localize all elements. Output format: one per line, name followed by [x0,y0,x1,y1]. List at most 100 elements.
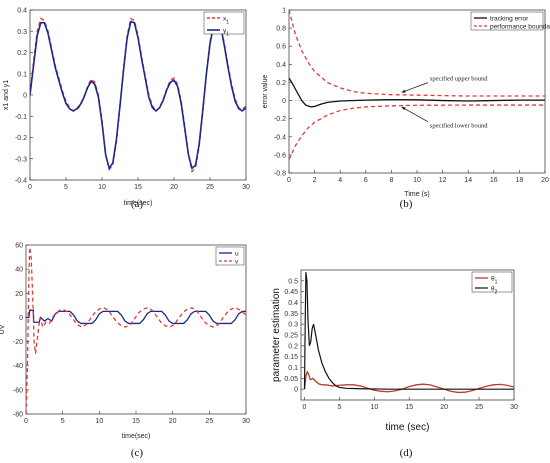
y-tick-label: -0.2 [15,135,27,142]
x-tick-label: 0 [28,184,32,191]
series-line-performance boundary [289,10,545,97]
y-tick-label: 0.5 [288,278,298,285]
y-tick-label: 0 [19,315,23,322]
series-line-tracking error [289,77,545,108]
y-tick-label: 0.8 [276,26,286,33]
x-tick-label: 4 [338,177,342,184]
chart-panel-a: 0 5 10 15 20 25 30 -0.4 -0.3 -0.2 -0.1 0 0.1 0.2 0.3 0.… [3,8,250,208]
legend-box [470,11,544,31]
y-tick-label: 0.4 [288,300,298,307]
y-tick-label: -80 [13,412,23,419]
x-tick-label: 30 [510,404,518,411]
y-tick-label: 0.3 [288,322,298,329]
series-line-boundary-lower [289,104,545,160]
legend-label: y1 [223,27,229,37]
x-tick-label: 6 [364,177,368,184]
x-tick-label: 10 [370,404,378,411]
legend-label: v [235,258,239,265]
y-tick-label: 0 [23,93,27,100]
x-axis-label: time(sec) [124,200,153,207]
x-tick-label: 25 [205,418,213,425]
annotation-label: specified lower bound [430,123,489,130]
x-tick-label: 10 [413,177,421,184]
x-tick-label: 0 [303,404,307,411]
y-tick-label: 0.2 [288,343,298,350]
annotation-arrow [401,106,428,123]
y-tick-label: 0.05 [284,376,298,383]
caption-b: (b) [400,198,413,210]
y-tick-label: 20 [15,291,23,298]
caption-c: (c) [131,447,144,459]
x-tick-label: 5 [61,418,65,425]
y-tick-label: -0.4 [274,134,286,141]
x-tick-label: 10 [98,184,106,191]
x-tick-label: 20 [170,184,178,191]
y-tick-label: 1 [282,8,286,15]
series-line-θ1 [303,370,514,394]
y-tick-label: -60 [13,387,23,394]
legend-label-sub: 1 [495,279,498,285]
y-tick-label: 0.15 [284,354,298,361]
caption-d: (d) [400,447,413,459]
annotation-arrow [401,82,428,93]
y-tick-label: -0.2 [274,116,286,123]
annotation-label: specified upper bound [430,76,489,83]
y-axis-label: error value [262,75,269,109]
legend-label: tracking error [490,15,529,22]
annotation-arrowhead [401,106,406,111]
legend-box [215,246,245,266]
legend-label: u [235,250,239,257]
series-line-v [26,247,246,414]
series-line-y1 [30,19,246,171]
x-tick-label: 18 [516,177,524,184]
chart-panel-d: 0 5 10 15 20 25 30 0 0.05 0.1 0.15 0.2 0.25 0.3 0.35 0.… [271,269,518,433]
legend: uv [215,246,245,266]
x-tick-label: 5 [64,184,68,191]
y-tick-label: -0.1 [15,114,27,121]
x-tick-label: 12 [439,177,447,184]
y-tick-label: -0.4 [15,178,27,185]
y-tick-label: 0.3 [17,29,27,36]
legend-label: performance boundary [490,23,550,30]
legend-label: θ2 [491,285,498,295]
x-tick-label: 20 [541,177,549,184]
series-line-θ2 [303,272,514,390]
legend-label: θ1 [491,275,498,285]
chart-panel-c: 0 5 10 15 20 25 30 -80 -60 -40 -20 0 20 40 60 time(sec)… [0,243,250,441]
x-tick-label: 5 [337,404,341,411]
y-tick-label: 0.1 [288,365,298,372]
legend-label-sub: 1 [226,31,229,37]
y-tick-label: 0.4 [17,8,27,15]
x-tick-label: 10 [95,418,103,425]
chart-panel-b: 0 2 4 6 8 10 12 14 16 18 20 -0.8 -0.6 -0.4 -0.2 0 0.2 0.4… [262,8,550,199]
x-tick-label: 8 [389,177,393,184]
y-axis-label: UV [0,324,6,334]
legend-label-sub: 2 [495,289,498,295]
annotation-arrowhead [401,89,406,93]
x-tick-label: 14 [464,177,472,184]
y-tick-label: 0.4 [276,62,286,69]
y-tick-label: 60 [15,243,23,250]
y-tick-label: -0.8 [274,171,286,178]
y-axis-label: x1 and y1 [3,80,10,110]
legend-label-main: x [223,15,227,22]
x-tick-label: 16 [490,177,498,184]
y-tick-label: -0.6 [274,152,286,159]
y-tick-label: 0 [294,387,298,394]
x-axis-label: Time (s) [404,191,429,198]
x-tick-label: 25 [206,184,214,191]
x-tick-label: 15 [405,404,413,411]
y-tick-label: 0 [282,98,286,105]
y-tick-label: 0.45 [284,289,298,296]
x-tick-label: 2 [313,177,317,184]
series-line-u [26,309,246,325]
x-tick-label: 25 [475,404,483,411]
x-tick-label: 15 [132,418,140,425]
y-tick-label: -40 [13,363,23,370]
y-tick-label: 0.2 [276,80,286,87]
legend-label: x1 [223,15,229,25]
